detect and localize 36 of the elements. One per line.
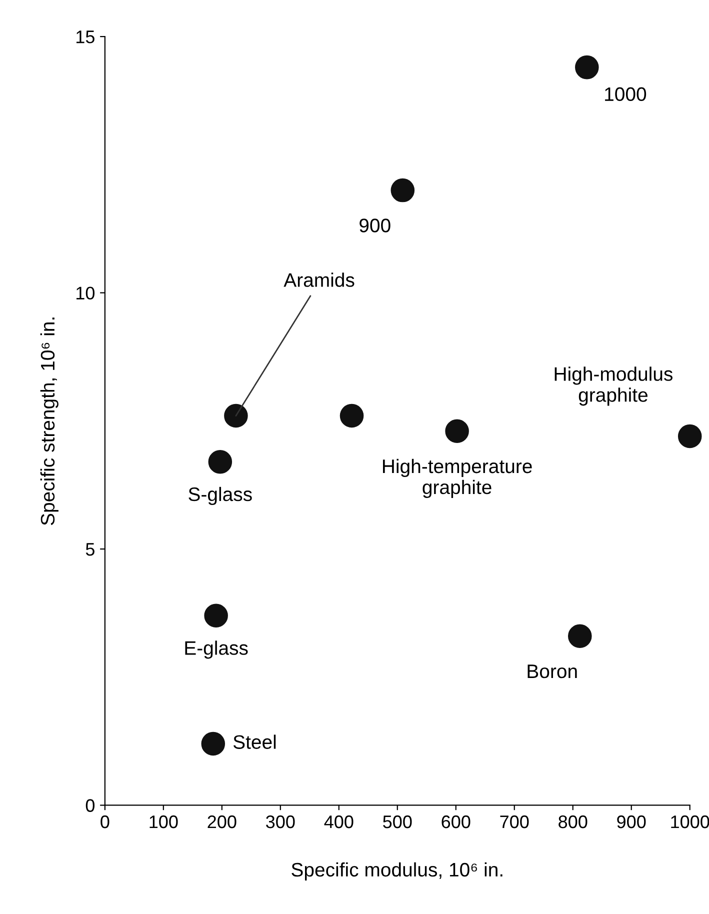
point xyxy=(204,604,228,628)
annotation: 1000 xyxy=(605,87,646,102)
point xyxy=(568,624,592,648)
y-tick-label: 0 xyxy=(86,799,95,812)
x-tick-label: 600 xyxy=(442,815,470,828)
point xyxy=(575,55,599,80)
x-tick-label: 500 xyxy=(383,815,412,828)
y-tick-label: 10 xyxy=(76,286,95,300)
annotation: High-modulus graphite xyxy=(554,366,672,406)
annotation: Aramids xyxy=(284,272,354,287)
x-tick-label: 700 xyxy=(500,815,529,828)
x-tick-label: 200 xyxy=(208,815,236,828)
annotation: S-glass xyxy=(188,486,252,506)
x-tick-label: 100 xyxy=(150,815,178,828)
x-tick-label: 0 xyxy=(100,815,110,828)
point xyxy=(445,419,469,444)
y-tick-label: 5 xyxy=(86,543,94,556)
x-axis-title: Specific modulus, 10⁶ in. xyxy=(292,862,502,880)
y-tick-label: 15 xyxy=(76,30,94,44)
annotation: E-glass xyxy=(185,640,248,659)
x-tick-label: 1000 xyxy=(671,815,709,828)
annotation: 900 xyxy=(360,218,390,232)
point xyxy=(390,178,415,202)
annotation: Boron xyxy=(528,664,577,678)
y-axis-title: Specific strength, 10⁶ in. xyxy=(40,318,58,526)
annotation: High-temperature graphite xyxy=(383,458,532,498)
point xyxy=(224,404,248,428)
x-tick-label: 400 xyxy=(324,815,354,828)
annotation: Steel xyxy=(233,734,276,749)
point xyxy=(208,450,232,474)
point xyxy=(678,424,702,448)
x-tick-label: 800 xyxy=(558,815,588,828)
x-tick-label: 300 xyxy=(266,815,295,828)
point xyxy=(201,732,226,756)
x-tick-label: 900 xyxy=(617,815,646,828)
point xyxy=(340,404,364,428)
